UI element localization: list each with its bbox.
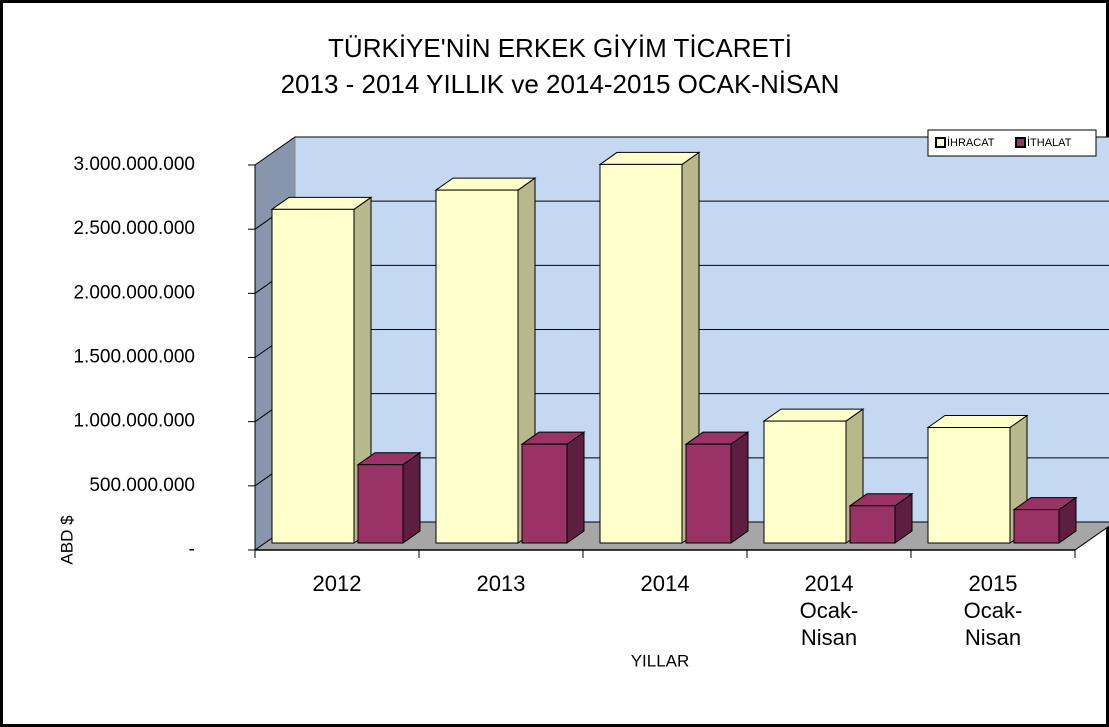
chart-subtitle: 2013 - 2014 YILLIK ve 2014-2015 OCAK-NİS… xyxy=(281,69,840,99)
bar-side xyxy=(566,431,585,544)
x-axis-label: YILLAR xyxy=(631,651,690,670)
y-tick-label: 500.000.000 xyxy=(89,475,195,496)
bar-side xyxy=(730,431,749,544)
legend-swatch xyxy=(1015,137,1026,148)
bar xyxy=(927,427,1011,544)
x-tick-label: 2013 xyxy=(476,571,526,596)
x-tick-label: 2014 Ocak-Nisan xyxy=(799,571,859,650)
y-axis-label: ABD $ xyxy=(57,515,76,565)
bar xyxy=(685,443,732,544)
y-tick-label: - xyxy=(189,539,195,560)
legend-box xyxy=(927,129,1097,157)
x-tick-label: 2015 Ocak-Nisan xyxy=(963,571,1023,650)
bar xyxy=(271,208,355,544)
bar xyxy=(521,443,568,544)
bar-top xyxy=(762,408,865,422)
bar xyxy=(599,163,683,544)
bar xyxy=(1013,509,1060,544)
y-tick-label: 2.000.000.000 xyxy=(73,282,195,303)
y-tick-label: 1.500.000.000 xyxy=(73,347,195,368)
y-tick-label: 1.000.000.000 xyxy=(73,411,195,432)
bar-top xyxy=(926,415,1029,428)
bar-top xyxy=(434,177,537,191)
x-tick-label: 2012 xyxy=(312,571,362,596)
y-tick-label: 2.500.000.000 xyxy=(73,218,195,239)
grid-line xyxy=(254,136,296,166)
legend-swatch xyxy=(935,137,946,148)
bar-side xyxy=(402,451,421,544)
bar-top xyxy=(270,196,373,210)
legend-label: İTHALAT xyxy=(1027,136,1072,149)
bar xyxy=(763,420,847,544)
bar-top xyxy=(598,151,701,165)
bar xyxy=(849,505,896,544)
x-axis-depth xyxy=(1074,525,1109,551)
bar xyxy=(435,189,519,544)
chart-title: TÜRKİYE'NİN ERKEK GİYİM TİCARETİ xyxy=(328,33,792,63)
x-tick-label: 2014 xyxy=(640,571,690,596)
legend-label: İHRACAT xyxy=(947,136,995,149)
bar xyxy=(357,464,404,544)
y-tick-label: 3.000.000.000 xyxy=(73,154,195,175)
